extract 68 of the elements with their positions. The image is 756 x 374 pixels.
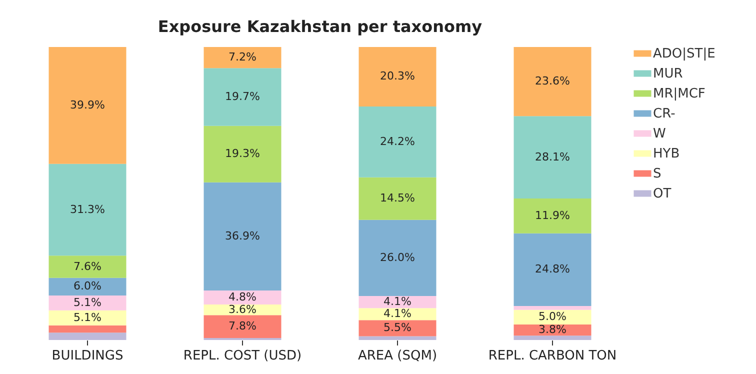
data-label: 5.0% — [538, 310, 566, 324]
data-label: 31.3% — [70, 202, 105, 216]
x-tick-label: REPL. CARBON TON — [488, 348, 617, 364]
bar — [358, 47, 436, 106]
data-label: 19.7% — [225, 90, 260, 103]
bar — [358, 106, 436, 178]
data-label: 24.2% — [380, 134, 415, 148]
data-label: 3.8% — [538, 323, 566, 336]
bar — [204, 182, 282, 290]
data-label: 20.3% — [380, 70, 415, 83]
legend-label: ADO|ST|E — [653, 46, 716, 62]
bar — [358, 308, 436, 320]
bar — [48, 47, 126, 164]
legend-label: MR|MCF — [653, 86, 706, 102]
bar — [48, 310, 126, 326]
bar — [358, 177, 436, 220]
legend-label: W — [653, 126, 666, 142]
data-label: 6.0% — [74, 280, 102, 293]
bar — [514, 116, 592, 198]
bar — [204, 126, 282, 182]
data-label: 14.5% — [380, 192, 415, 205]
legend-label: OT — [653, 186, 672, 202]
data-label: 5.1% — [74, 310, 102, 324]
bar — [48, 295, 126, 310]
data-label: 7.8% — [228, 320, 256, 333]
data-label: 5.1% — [74, 296, 102, 309]
bar — [48, 278, 126, 296]
data-label: 26.0% — [380, 250, 415, 264]
bar — [358, 296, 436, 308]
bar — [48, 164, 126, 256]
bar — [204, 68, 282, 126]
legend-label: S — [653, 166, 662, 182]
data-label: 23.6% — [535, 74, 570, 88]
data-label: 4.8% — [228, 290, 256, 304]
bar — [48, 332, 126, 340]
legend-label: HYB — [653, 146, 680, 162]
data-label: 7.6% — [74, 260, 102, 273]
data-label: 28.1% — [535, 150, 570, 164]
x-tick-label: REPL. COST (USD) — [183, 348, 302, 364]
data-label: 7.2% — [228, 50, 256, 64]
bar — [358, 220, 436, 296]
bar — [204, 315, 282, 338]
bar — [514, 310, 592, 324]
legend-label: CR- — [653, 106, 676, 122]
x-tick-label: BUILDINGS — [52, 348, 124, 364]
x-tick-label: AREA (SQM) — [358, 348, 438, 364]
data-label: 5.5% — [384, 321, 412, 334]
data-label: 39.9% — [70, 98, 105, 112]
bar — [358, 336, 436, 340]
data-label: 3.6% — [228, 302, 256, 316]
data-label: 36.9% — [225, 229, 260, 242]
bar — [514, 336, 592, 340]
bar — [204, 290, 282, 305]
legend-label: MUR — [653, 66, 683, 82]
bar — [514, 47, 592, 116]
data-label: 4.1% — [384, 295, 412, 308]
data-label: 19.3% — [225, 147, 260, 160]
bar — [48, 325, 126, 333]
data-label: 4.1% — [384, 307, 412, 320]
bar — [514, 233, 592, 306]
data-label: 24.8% — [535, 262, 570, 276]
bar — [514, 306, 592, 310]
data-label: 11.9% — [535, 208, 570, 222]
chart-title: Exposure Kazakhstan per taxonomy — [158, 17, 483, 36]
bar — [204, 47, 282, 68]
bar — [358, 320, 436, 336]
bar — [514, 198, 592, 234]
bar — [48, 256, 126, 278]
